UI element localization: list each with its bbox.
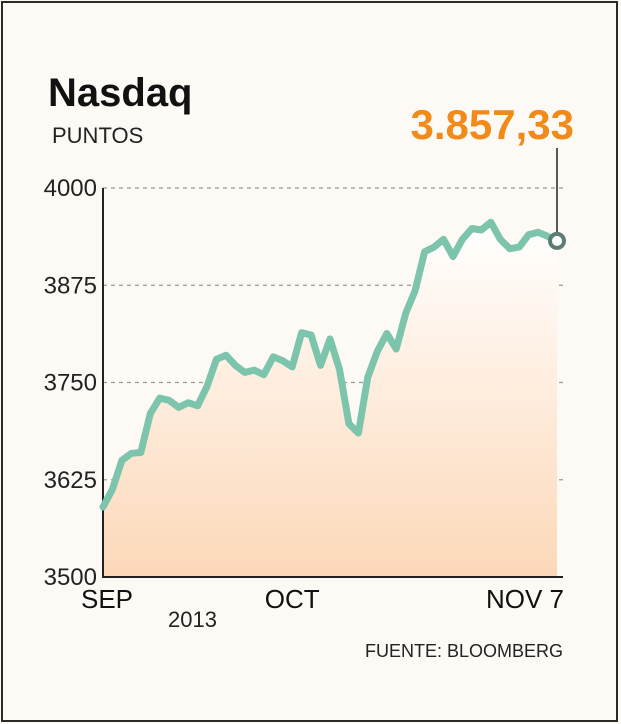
x-tick-label-0: SEP (81, 584, 133, 614)
y-tick-label-3500: 3500 (44, 564, 97, 591)
source-note: FUENTE: BLOOMBERG (365, 641, 563, 661)
last-value-marker (548, 231, 566, 250)
series-line-nasdaq (99, 218, 561, 511)
y-axis-ticks: 3500 3625 3750 3875 4000 (44, 175, 97, 591)
chart-subtitle: PUNTOS (52, 123, 143, 148)
y-tick-label-3750: 3750 (44, 370, 97, 397)
y-tick-label-3875: 3875 (44, 272, 97, 299)
y-tick-label-4000: 4000 (44, 175, 97, 202)
year-label: 2013 (168, 607, 217, 632)
x-tick-label-2: NOV 7 (486, 584, 564, 614)
last-value-callout: 3.857,33 (411, 101, 575, 148)
x-axis-ticks: SEP OCT NOV 7 (81, 584, 564, 614)
x-tick-label-1: OCT (265, 584, 320, 614)
y-tick-label-3625: 3625 (44, 467, 97, 494)
area-fill (103, 222, 557, 577)
chart-title: Nasdaq (48, 71, 193, 115)
